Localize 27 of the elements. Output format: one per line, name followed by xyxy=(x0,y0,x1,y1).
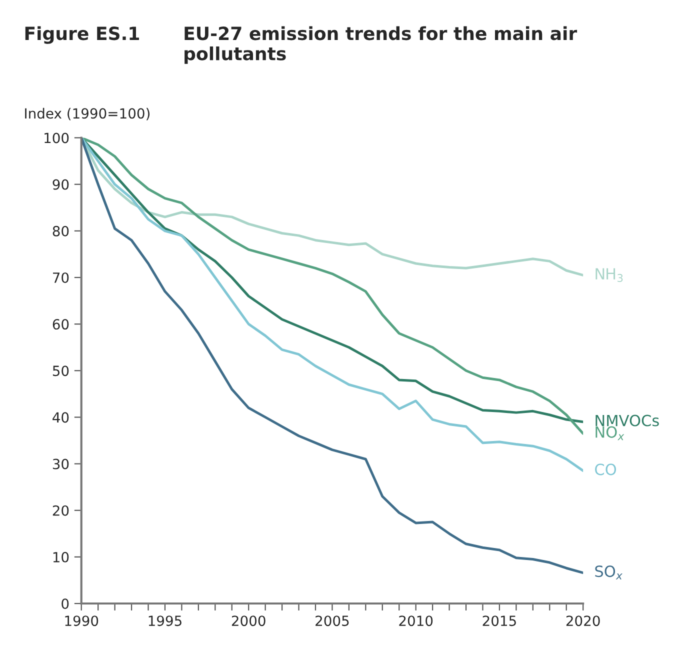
x-tick-label: 2015 xyxy=(482,616,516,626)
y-tick-label: 70 xyxy=(53,272,69,283)
y-tick-label: 20 xyxy=(52,505,69,516)
chart-title: Figure ES.1 xyxy=(25,26,139,44)
x-tick-label: 2020 xyxy=(566,616,600,626)
line-series xyxy=(81,138,584,574)
x-tick-label: 2010 xyxy=(399,616,433,626)
y-tick-label: 40 xyxy=(52,412,69,423)
series-label: NH$_{3}$ xyxy=(596,268,623,282)
series-label: NMVOCs xyxy=(596,414,659,426)
y-tick-label: 0 xyxy=(62,598,69,609)
series-label: CO xyxy=(595,464,616,476)
chart-subtitle: EU-27 emission trends for the main air pollutants xyxy=(184,26,578,64)
y-tick-label: 60 xyxy=(52,319,69,330)
series-label: NO$_{x}$ xyxy=(596,426,624,440)
y-axis-title: Index (1990=100) xyxy=(25,108,150,120)
x-tick-label: 2000 xyxy=(232,616,266,626)
x-tick-label: 1995 xyxy=(148,616,182,626)
y-tick-label: 80 xyxy=(52,226,69,236)
series-label: SO$_{x}$ xyxy=(595,566,622,580)
y-tick-label: 50 xyxy=(52,366,69,376)
y-tick-label: 30 xyxy=(52,458,69,470)
x-tick-label: 1990 xyxy=(65,616,98,626)
x-tick-label: 2005 xyxy=(316,616,349,626)
y-tick-label: 90 xyxy=(52,179,69,190)
y-tick-label: 10 xyxy=(53,552,69,562)
y-tick-label: 100 xyxy=(44,132,69,144)
